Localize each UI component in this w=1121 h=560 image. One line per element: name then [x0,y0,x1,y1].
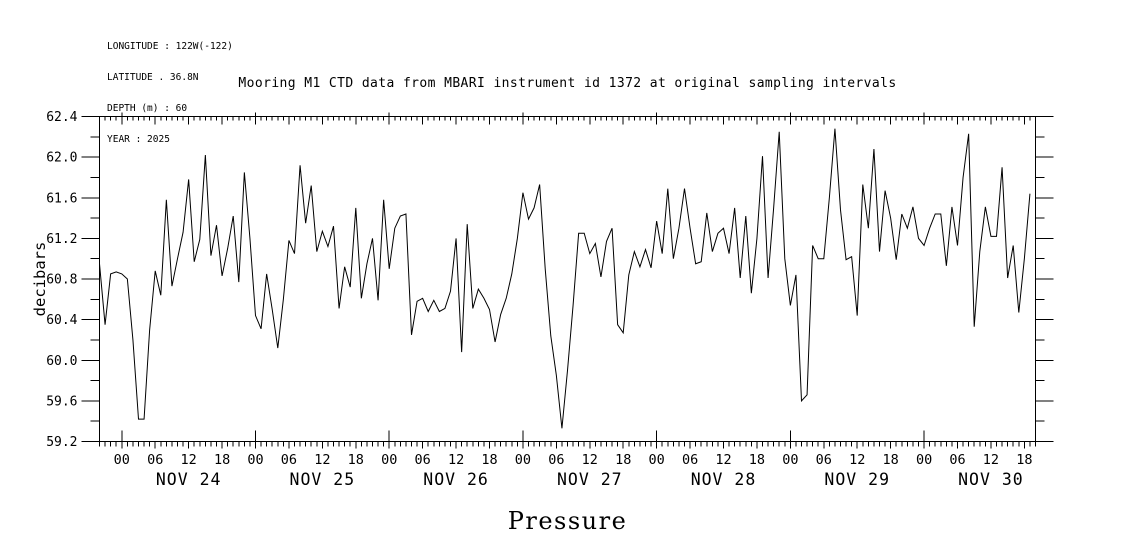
x-hour-label: 18 [348,452,364,468]
y-tick-label: 62.0 [46,151,77,166]
plot-border [99,116,1036,442]
x-hour-label: 18 [883,452,899,468]
x-hour-label: 18 [214,452,230,468]
x-hour-label: 12 [181,452,197,468]
x-hour-label: 00 [381,452,397,468]
y-tick-label: 60.4 [46,313,77,328]
y-tick-label: 59.6 [46,394,77,409]
x-hour-label: 18 [481,452,497,468]
y-tick-label: 61.2 [46,232,77,247]
x-hour-label: 18 [615,452,631,468]
metadata-depth: DEPTH (m) : 60 [107,103,188,115]
x-hour-label: 12 [448,452,464,468]
x-hour-label: 06 [548,452,564,468]
x-hour-label: 12 [983,452,999,468]
x-hour-label: 18 [1016,452,1032,468]
x-hour-label: 12 [715,452,731,468]
chart-title: Mooring M1 CTD data from MBARI instrumen… [238,76,897,91]
y-tick-label: 62.4 [46,110,77,125]
y-tick-labels: 59.2 59.6 60.0 60.4 60.8 61.2 61.6 62.0 62.4 [46,110,77,450]
x-hour-labels: 00 06 12 18 00 06 12 18 00 06 12 18 00 06 12 18 00 06 12 18… [114,452,1033,468]
x-hour-label: 06 [415,452,431,468]
x-hour-label: 00 [247,452,263,468]
x-hour-label: 06 [147,452,163,468]
metadata-block: LONGITUDE : 122W(-122) LATITUDE . 36.8N … [107,21,233,167]
y-tick-label: 60.0 [46,354,77,369]
x-hour-label: 06 [816,452,832,468]
x-hour-label: 12 [582,452,598,468]
x-day-label: NOV 26 [423,470,489,489]
x-axis-title: Pressure [508,507,628,535]
x-hour-label: 00 [782,452,798,468]
x-hour-label: 06 [949,452,965,468]
x-day-label: NOV 25 [290,470,356,489]
x-hour-label: 00 [515,452,531,468]
y-tick-label: 61.6 [46,191,77,206]
x-hour-label: 00 [649,452,665,468]
x-hour-label: 00 [114,452,130,468]
x-day-label: NOV 24 [156,470,222,489]
x-hour-label: 12 [849,452,865,468]
y-tick-label: 60.8 [46,273,77,288]
y-axis-ticks [81,116,1054,442]
y-tick-label: 59.2 [46,435,77,450]
x-axis-ticks [99,112,1036,449]
x-axis-title-text: Pressure [508,507,628,535]
x-day-label: NOV 28 [691,470,757,489]
x-day-label: NOV 27 [557,470,623,489]
y-axis-title-text: decibars [31,242,49,317]
x-day-label: NOV 29 [824,470,890,489]
x-day-label: NOV 30 [958,470,1024,489]
x-hour-label: 00 [916,452,932,468]
metadata-longitude: LONGITUDE : 122W(-122) [107,40,233,52]
x-hour-label: 18 [749,452,765,468]
metadata-year: YEAR : 2025 [107,134,170,146]
metadata-latitude: LATITUDE . 36.8N [107,72,199,84]
x-hour-label: 06 [682,452,698,468]
y-axis-title: decibars [31,242,49,317]
pressure-series-line [99,128,1031,429]
x-hour-label: 12 [314,452,330,468]
x-day-labels: NOV 24 NOV 25 NOV 26 NOV 27 NOV 28 NOV 29 NOV … [156,470,1024,489]
pressure-series [99,128,1031,429]
x-hour-label: 06 [281,452,297,468]
